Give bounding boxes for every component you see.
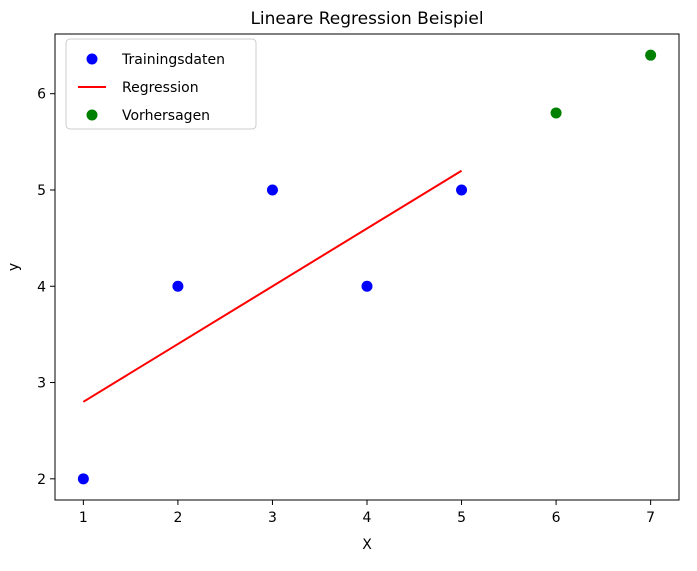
trainingsdaten-legend-label: Trainingsdaten xyxy=(121,52,225,68)
series-layer xyxy=(77,49,657,485)
x-tick-label: 7 xyxy=(646,510,655,526)
vorhersagen-point xyxy=(550,107,562,119)
y-axis-label: y xyxy=(6,263,22,271)
trainingsdaten-point xyxy=(172,280,184,292)
x-tick-label: 3 xyxy=(268,510,277,526)
x-tick-label: 1 xyxy=(79,510,88,526)
vorhersagen-legend-label: Vorhersagen xyxy=(122,108,210,124)
regression-line xyxy=(82,169,463,403)
y-tick-label: 5 xyxy=(37,183,46,199)
y-tick-label: 2 xyxy=(37,472,46,488)
y-tick-label: 3 xyxy=(37,376,46,392)
x-axis-label: X xyxy=(362,537,372,553)
trainingsdaten-point xyxy=(361,280,373,292)
y-tick-label: 4 xyxy=(37,279,46,295)
x-tick-label: 2 xyxy=(173,510,182,526)
y-tick-label: 6 xyxy=(37,87,46,103)
legend: Trainingsdaten Regression Vorhersagen xyxy=(65,38,257,130)
x-tick-label: 5 xyxy=(457,510,466,526)
axes: 1 2 3 4 5 6 7 2 3 4 5 6 xyxy=(37,33,680,526)
trainingsdaten-legend-marker xyxy=(86,53,98,65)
vorhersagen-legend-marker xyxy=(86,109,98,121)
chart-title: Lineare Regression Beispiel xyxy=(250,9,483,29)
regression-legend-label: Regression xyxy=(122,80,199,96)
legend-box xyxy=(65,38,257,130)
trainingsdaten-point xyxy=(77,473,89,485)
trainingsdaten-point xyxy=(456,184,468,196)
x-tick-label: 4 xyxy=(363,510,372,526)
x-tick-label: 6 xyxy=(552,510,561,526)
vorhersagen-point xyxy=(645,49,657,61)
trainingsdaten-point xyxy=(266,184,278,196)
